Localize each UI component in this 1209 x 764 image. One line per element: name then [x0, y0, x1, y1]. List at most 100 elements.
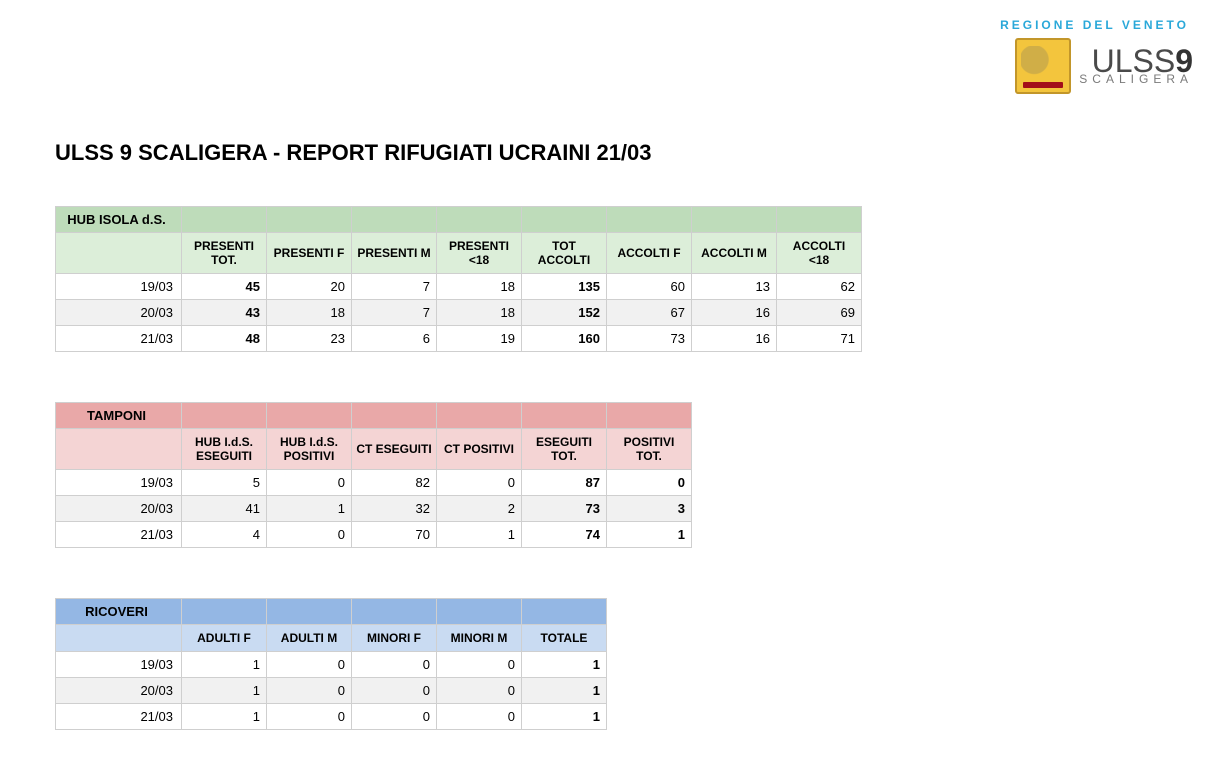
hub-cell: 43 — [182, 300, 267, 326]
ricoveri-title-cell: RICOVERI — [56, 599, 182, 625]
logo-block: REGIONE DEL VENETO ULSS9 SCALIGERA — [1000, 18, 1193, 94]
hub-row: 21/034823619160731671 — [56, 326, 862, 352]
hub-cell: 18 — [437, 300, 522, 326]
tamponi-cell: 0 — [267, 470, 352, 496]
hub-cell: 48 — [182, 326, 267, 352]
tamponi-cell: 32 — [352, 496, 437, 522]
tamponi-cell: 0 — [437, 470, 522, 496]
page-title: ULSS 9 SCALIGERA - REPORT RIFUGIATI UCRA… — [55, 0, 1154, 206]
hub-header-spacer — [182, 207, 267, 233]
hub-header-spacer — [267, 207, 352, 233]
ulss-logo-sub: SCALIGERA — [1079, 74, 1193, 85]
ricoveri-cell: 0 — [437, 678, 522, 704]
hub-cell: 160 — [522, 326, 607, 352]
ricoveri-header-spacer — [352, 599, 437, 625]
tamponi-date-cell: 20/03 — [56, 496, 182, 522]
tamponi-header-spacer — [182, 403, 267, 429]
hub-header-spacer — [607, 207, 692, 233]
ricoveri-cell: 0 — [267, 652, 352, 678]
hub-cell: 16 — [692, 300, 777, 326]
ricoveri-cell: 1 — [182, 678, 267, 704]
hub-header-blank — [56, 233, 182, 274]
ricoveri-cell: 1 — [522, 678, 607, 704]
hub-cell: 73 — [607, 326, 692, 352]
hub-date-cell: 19/03 — [56, 274, 182, 300]
hub-cell: 6 — [352, 326, 437, 352]
hub-cell: 13 — [692, 274, 777, 300]
tamponi-header-spacer — [267, 403, 352, 429]
tamponi-col-header: CT POSITIVI — [437, 429, 522, 470]
hub-col-header: PRESENTI <18 — [437, 233, 522, 274]
tamponi-cell: 1 — [437, 522, 522, 548]
hub-col-header: ACCOLTI F — [607, 233, 692, 274]
tamponi-header-spacer — [522, 403, 607, 429]
ricoveri-col-header: TOTALE — [522, 625, 607, 652]
hub-cell: 23 — [267, 326, 352, 352]
tamponi-table: TAMPONIHUB I.d.S. ESEGUITIHUB I.d.S. POS… — [55, 402, 692, 548]
ricoveri-row: 20/0310001 — [56, 678, 607, 704]
hub-title-cell: HUB ISOLA d.S. — [56, 207, 182, 233]
ricoveri-cell: 0 — [352, 652, 437, 678]
hub-row: 19/034520718135601362 — [56, 274, 862, 300]
tamponi-cell: 0 — [607, 470, 692, 496]
hub-header-spacer — [352, 207, 437, 233]
hub-cell: 62 — [777, 274, 862, 300]
ricoveri-table: RICOVERIADULTI FADULTI MMINORI FMINORI M… — [55, 598, 607, 730]
ricoveri-cell: 0 — [267, 704, 352, 730]
hub-header-spacer — [437, 207, 522, 233]
ricoveri-date-cell: 19/03 — [56, 652, 182, 678]
tamponi-row: 19/0350820870 — [56, 470, 692, 496]
tamponi-cell: 70 — [352, 522, 437, 548]
tamponi-col-header: HUB I.d.S. ESEGUITI — [182, 429, 267, 470]
tamponi-cell: 82 — [352, 470, 437, 496]
ricoveri-header-spacer — [437, 599, 522, 625]
hub-cell: 152 — [522, 300, 607, 326]
hub-row: 20/034318718152671669 — [56, 300, 862, 326]
hub-cell: 71 — [777, 326, 862, 352]
tamponi-cell: 0 — [267, 522, 352, 548]
tamponi-row: 20/03411322733 — [56, 496, 692, 522]
tamponi-cell: 1 — [607, 522, 692, 548]
hub-header-spacer — [522, 207, 607, 233]
hub-cell: 60 — [607, 274, 692, 300]
hub-col-header: PRESENTI F — [267, 233, 352, 274]
tamponi-date-cell: 19/03 — [56, 470, 182, 496]
hub-cell: 18 — [267, 300, 352, 326]
hub-table: HUB ISOLA d.S.PRESENTI TOT.PRESENTI FPRE… — [55, 206, 862, 352]
hub-date-cell: 21/03 — [56, 326, 182, 352]
tamponi-cell: 4 — [182, 522, 267, 548]
ricoveri-cell: 0 — [352, 704, 437, 730]
hub-col-header: PRESENTI M — [352, 233, 437, 274]
ricoveri-cell: 1 — [182, 652, 267, 678]
hub-cell: 7 — [352, 274, 437, 300]
logo-region-text: REGIONE DEL VENETO — [1000, 18, 1189, 32]
ricoveri-header-blank — [56, 625, 182, 652]
hub-cell: 20 — [267, 274, 352, 300]
ricoveri-table-wrap: RICOVERIADULTI FADULTI MMINORI FMINORI M… — [55, 598, 1154, 730]
ricoveri-date-cell: 21/03 — [56, 704, 182, 730]
tamponi-cell: 2 — [437, 496, 522, 522]
ricoveri-col-header: MINORI M — [437, 625, 522, 652]
veneto-crest-icon — [1015, 38, 1071, 94]
ricoveri-cell: 0 — [352, 678, 437, 704]
tamponi-table-wrap: TAMPONIHUB I.d.S. ESEGUITIHUB I.d.S. POS… — [55, 402, 1154, 548]
tamponi-col-header: ESEGUITI TOT. — [522, 429, 607, 470]
hub-col-header: ACCOLTI <18 — [777, 233, 862, 274]
logo-row: ULSS9 SCALIGERA — [1000, 38, 1193, 94]
tamponi-col-header: CT ESEGUITI — [352, 429, 437, 470]
ricoveri-header-spacer — [522, 599, 607, 625]
report-page: REGIONE DEL VENETO ULSS9 SCALIGERA ULSS … — [0, 0, 1209, 764]
tamponi-cell: 41 — [182, 496, 267, 522]
tamponi-header-blank — [56, 429, 182, 470]
ricoveri-row: 19/0310001 — [56, 652, 607, 678]
ricoveri-header-spacer — [267, 599, 352, 625]
hub-header-spacer — [777, 207, 862, 233]
tamponi-header-spacer — [352, 403, 437, 429]
tamponi-col-header: POSITIVI TOT. — [607, 429, 692, 470]
ricoveri-cell: 1 — [522, 704, 607, 730]
ricoveri-cell: 0 — [437, 704, 522, 730]
hub-col-header: TOT ACCOLTI — [522, 233, 607, 274]
ricoveri-cell: 0 — [267, 678, 352, 704]
ricoveri-date-cell: 20/03 — [56, 678, 182, 704]
hub-col-header: PRESENTI TOT. — [182, 233, 267, 274]
